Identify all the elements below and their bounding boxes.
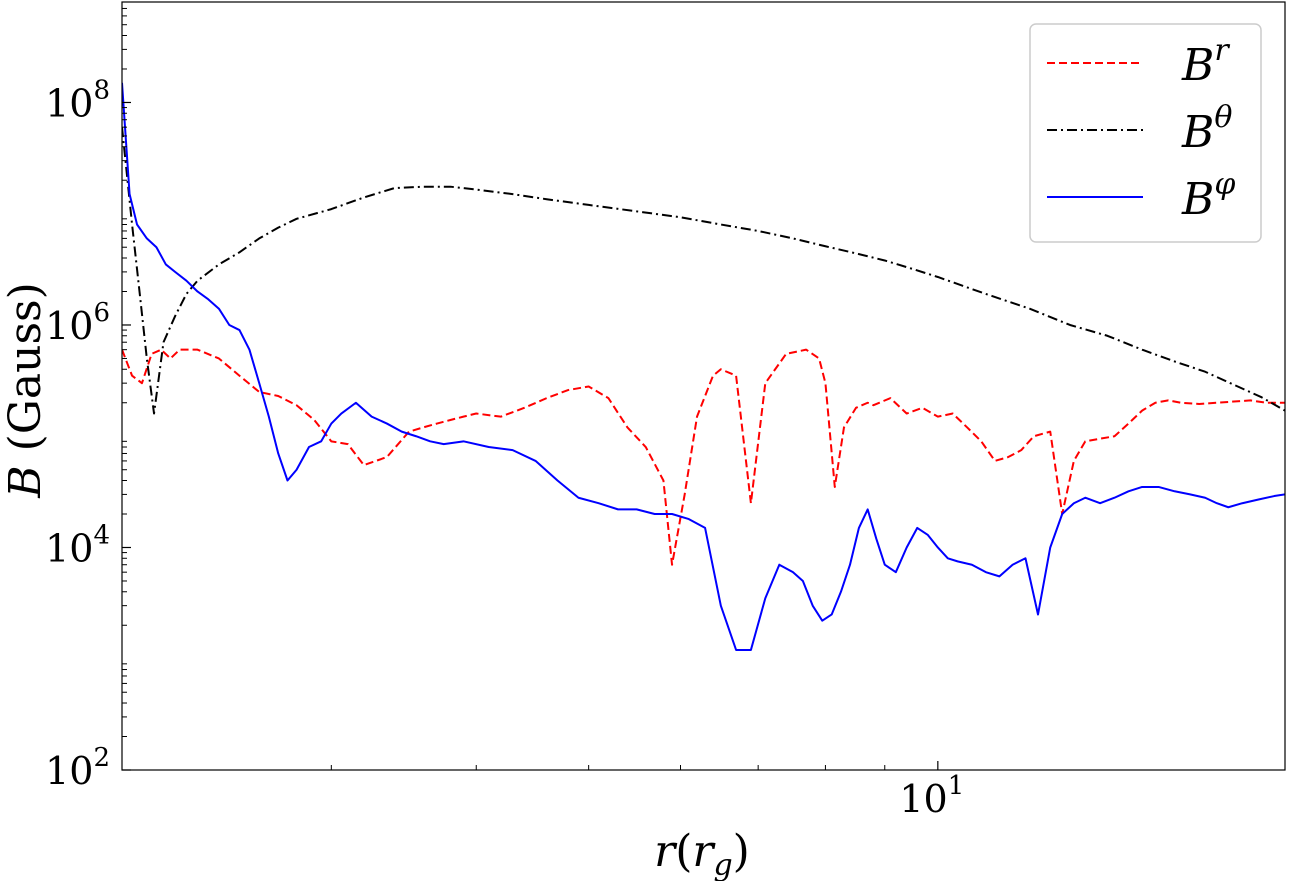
y-tick-label: 104 — [45, 520, 110, 570]
x-axis-label: r(rg) — [654, 826, 750, 881]
series-line-3 — [122, 82, 1285, 651]
plot-frame — [121, 1, 1286, 771]
y-tick-label: 108 — [45, 75, 110, 125]
series-line-1 — [122, 348, 1285, 566]
ticks-layer: 102 104 106 108 101 — [45, 7, 964, 821]
legend: Br Bθ Bφ — [1029, 23, 1262, 243]
legend-label-2: Bθ — [1181, 100, 1232, 158]
series-line-2 — [122, 127, 1285, 415]
y-tick-label: 102 — [45, 743, 110, 793]
y-tick-label: 106 — [45, 298, 110, 348]
legend-label-1: Br — [1181, 33, 1230, 91]
legend-label-3: Bφ — [1181, 167, 1235, 225]
y-axis-label: B (Gauss) — [0, 282, 51, 499]
legend-box — [1029, 23, 1262, 243]
x-tick-label: 101 — [899, 771, 964, 821]
series-layer — [122, 82, 1285, 651]
